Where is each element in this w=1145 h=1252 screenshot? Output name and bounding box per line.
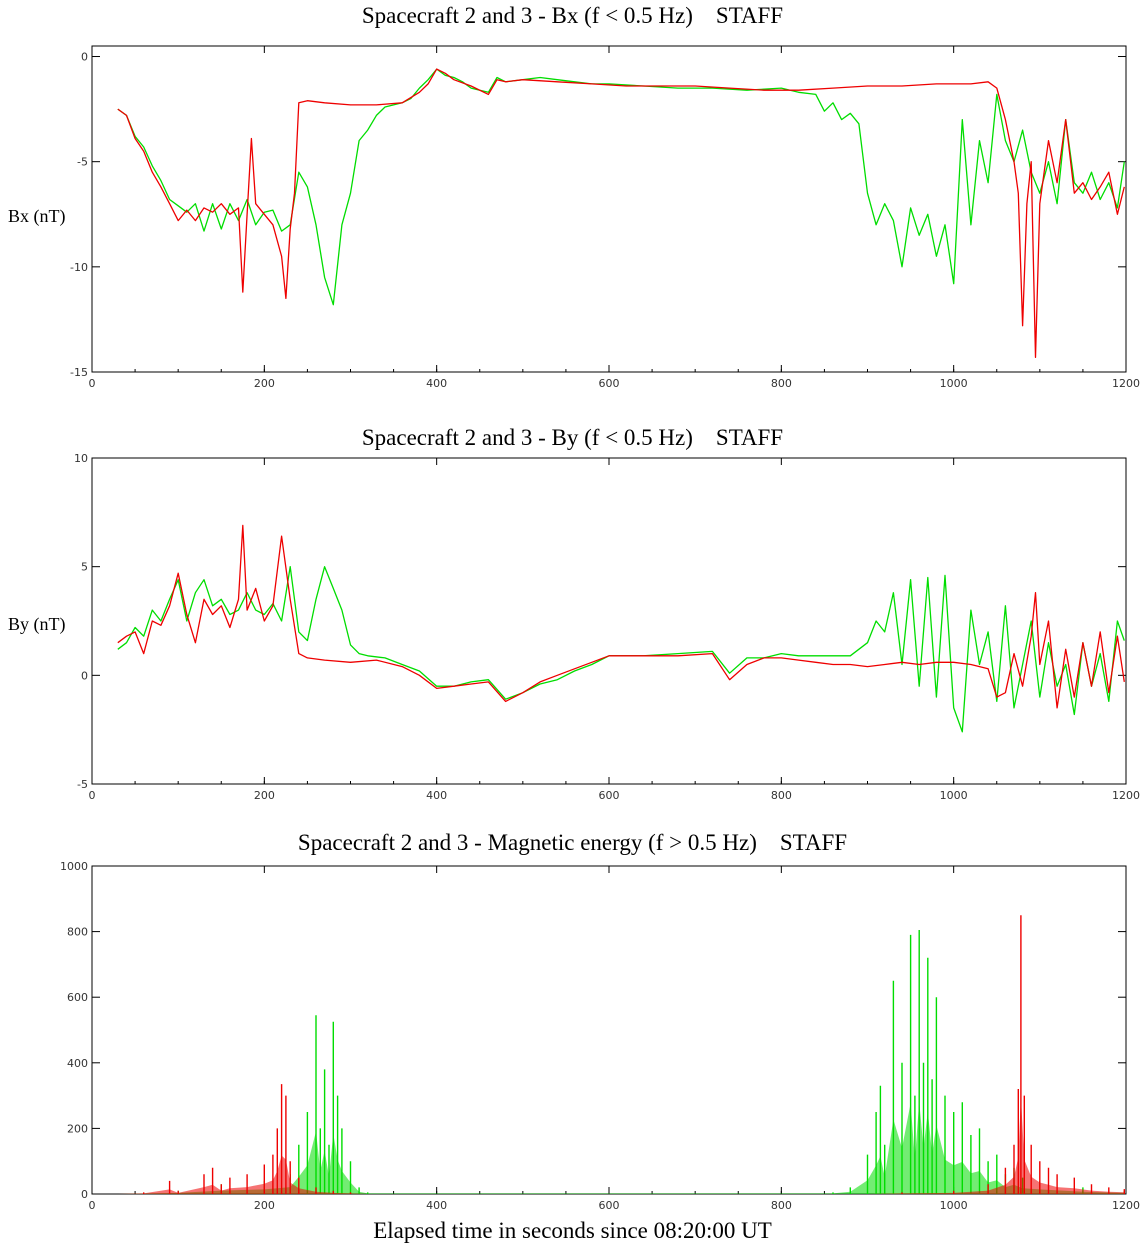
bx-panel-title: Spacecraft 2 and 3 - Bx (f < 0.5 Hz) STA… [361, 3, 784, 28]
energy-x-tick-label: 400 [426, 1199, 447, 1212]
energy-y-tick-label: 0 [81, 1188, 88, 1201]
by-x-tick-label: 1200 [1112, 789, 1140, 802]
bx-x-tick-label: 800 [771, 377, 792, 390]
energy-x-tick-label: 800 [771, 1199, 792, 1212]
bx-x-tick-label: 600 [599, 377, 620, 390]
bx-y-tick-label: -10 [70, 261, 88, 274]
energy-x-tick-label: 0 [89, 1199, 96, 1212]
by-x-tick-label: 800 [771, 789, 792, 802]
energy-y-tick-label: 200 [67, 1122, 88, 1135]
by-x-tick-label: 1000 [940, 789, 968, 802]
energy-y-tick-label: 600 [67, 991, 88, 1004]
energy-series-0-fill [117, 1101, 1125, 1194]
bx-axis-label: Bx (nT) [8, 206, 66, 226]
energy-x-tick-label: 600 [599, 1199, 620, 1212]
by-panel-title: Spacecraft 2 and 3 - By (f < 0.5 Hz) STA… [361, 425, 784, 450]
by-y-tick-label: 5 [81, 561, 88, 574]
energy-y-tick-label: 400 [67, 1057, 88, 1070]
by-x-tick-label: 200 [254, 789, 275, 802]
by-x-tick-label: 600 [599, 789, 620, 802]
energy-series-1-spikes [143, 915, 1125, 1194]
bx-y-tick-label: -15 [70, 366, 88, 379]
by-series-1-line [117, 524, 1125, 709]
by-y-tick-label: 0 [81, 669, 88, 682]
bx-series-1-line [117, 68, 1125, 358]
energy-y-tick-label: 1000 [60, 860, 88, 873]
by-y-tick-label: 10 [74, 452, 88, 465]
energy-y-tick-label: 800 [67, 926, 88, 939]
by-y-tick-label: -5 [77, 778, 88, 791]
by-x-tick-label: 400 [426, 789, 447, 802]
energy-series-0-spikes [177, 930, 1125, 1194]
by-axis-label: By (nT) [8, 614, 66, 634]
bx-x-tick-label: 200 [254, 377, 275, 390]
bx-series-0-line [117, 68, 1125, 306]
bx-x-tick-label: 1200 [1112, 377, 1140, 390]
bx-y-tick-label: -5 [77, 156, 88, 169]
bx-x-tick-label: 400 [426, 377, 447, 390]
energy-x-tick-label: 1200 [1112, 1199, 1140, 1212]
energy-x-tick-label: 200 [254, 1199, 275, 1212]
energy-panel-title: Spacecraft 2 and 3 - Magnetic energy (f … [297, 830, 848, 855]
bx-x-tick-label: 0 [89, 377, 96, 390]
energy-x-tick-label: 1000 [940, 1199, 968, 1212]
x-axis-caption: Elapsed time in seconds since 08:20:00 U… [373, 1218, 772, 1243]
by-x-tick-label: 0 [89, 789, 96, 802]
bx-y-tick-label: 0 [81, 51, 88, 64]
by-series-0-line [117, 566, 1125, 733]
bx-x-tick-label: 1000 [940, 377, 968, 390]
